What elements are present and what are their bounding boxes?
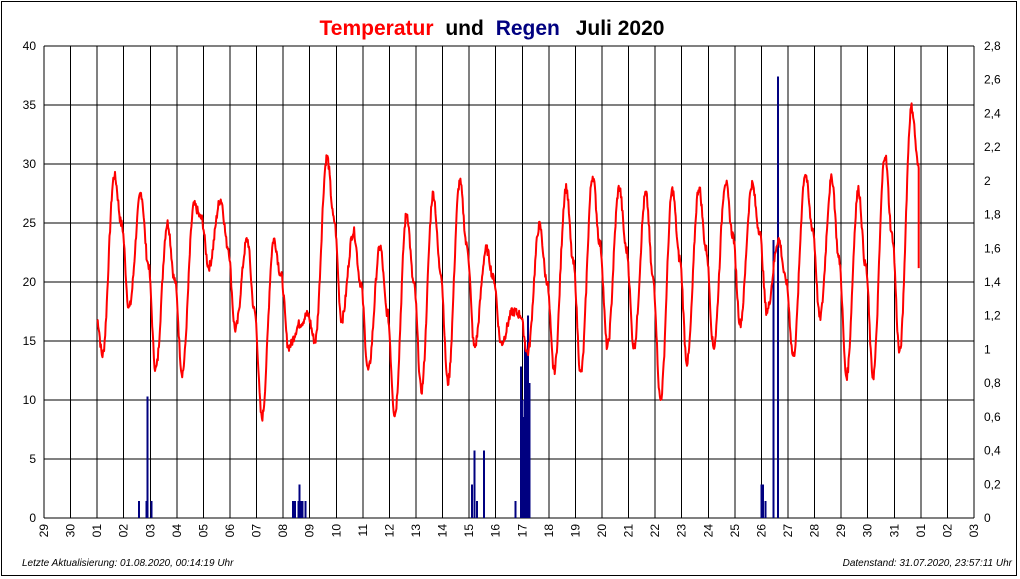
y-right-tick-label: 1,4 bbox=[984, 275, 1001, 289]
x-tick-label: 29 bbox=[834, 524, 848, 538]
title-month: Juli 2020 bbox=[576, 17, 665, 40]
x-tick-label: 27 bbox=[781, 524, 795, 538]
x-tick-label: 15 bbox=[462, 524, 476, 538]
y-right-tick-label: 1 bbox=[984, 342, 991, 356]
y-right-tick-label: 1,6 bbox=[984, 241, 1001, 255]
x-tick-label: 28 bbox=[808, 524, 822, 538]
x-tick-label: 04 bbox=[170, 524, 184, 538]
x-tick-label: 19 bbox=[568, 524, 582, 538]
x-tick-label: 31 bbox=[887, 524, 901, 538]
x-tick-label: 23 bbox=[675, 524, 689, 538]
x-tick-label: 02 bbox=[940, 524, 954, 538]
x-tick-label: 06 bbox=[223, 524, 237, 538]
x-tick-label: 13 bbox=[409, 524, 423, 538]
y-left-tick-label: 40 bbox=[23, 39, 37, 53]
y-left-tick-label: 25 bbox=[23, 216, 37, 230]
x-tick-label: 25 bbox=[728, 524, 742, 538]
y-right-tick-label: 1,8 bbox=[984, 208, 1001, 222]
axes: 29 30 01 02 03 04 05 06 07 08 09 10 11 12 13 14 15 16 17 18… bbox=[23, 39, 1001, 537]
x-tick-label: 10 bbox=[329, 524, 343, 538]
y-right-tick-label: 2 bbox=[984, 174, 991, 188]
x-tick-label: 02 bbox=[117, 524, 131, 538]
y-left-tick-label: 35 bbox=[23, 98, 37, 112]
x-tick-label: 08 bbox=[276, 524, 290, 538]
y-left-tick-label: 30 bbox=[23, 157, 37, 171]
x-tick-label: 21 bbox=[622, 524, 636, 538]
footer-data-status: Datenstand: 31.07.2020, 23:57:11 Uhr bbox=[842, 558, 1012, 569]
y-right-tick-label: 0,4 bbox=[984, 444, 1001, 458]
x-tick-label: 03 bbox=[143, 524, 157, 538]
grid-lines bbox=[43, 45, 975, 519]
y-left-tick-label: 5 bbox=[29, 452, 36, 466]
y-right-tick-label: 2,8 bbox=[984, 39, 1001, 53]
x-tick-label: 26 bbox=[754, 524, 768, 538]
x-tick-label: 20 bbox=[595, 524, 609, 538]
x-tick-label: 22 bbox=[648, 524, 662, 538]
x-tick-label: 16 bbox=[489, 524, 503, 538]
x-tick-label: 24 bbox=[701, 524, 715, 538]
y-left-tick-label: 10 bbox=[23, 393, 37, 407]
x-tick-label: 30 bbox=[861, 524, 875, 538]
x-tick-label: 30 bbox=[64, 524, 78, 538]
x-tick-label: 18 bbox=[542, 524, 556, 538]
y-right-tick-label: 0,8 bbox=[984, 376, 1001, 390]
x-tick-label: 12 bbox=[382, 524, 396, 538]
x-tick-label: 14 bbox=[436, 524, 450, 538]
y-right-tick-label: 0,6 bbox=[984, 410, 1001, 424]
y-right-tick-label: 2,6 bbox=[984, 73, 1001, 87]
y-left-tick-label: 0 bbox=[29, 511, 36, 525]
x-tick-label: 03 bbox=[967, 524, 981, 538]
y-right-tick-label: 1,2 bbox=[984, 309, 1001, 323]
x-tick-label: 01 bbox=[914, 524, 928, 538]
temperature-line bbox=[96, 102, 920, 422]
y-right-tick-label: 0,2 bbox=[984, 477, 1001, 491]
x-tick-label: 17 bbox=[515, 524, 529, 538]
y-right-tick-label: 2,2 bbox=[984, 140, 1001, 154]
x-tick-label: 29 bbox=[37, 524, 51, 538]
title-und: und bbox=[445, 17, 483, 40]
title-regen: Regen bbox=[496, 17, 560, 40]
y-left-tick-label: 15 bbox=[23, 334, 37, 348]
x-tick-label: 11 bbox=[356, 524, 370, 537]
y-right-tick-label: 2,4 bbox=[984, 106, 1001, 120]
x-tick-label: 01 bbox=[90, 524, 104, 538]
temperature-line-group bbox=[96, 102, 920, 422]
chart-title: Temperatur und Regen Juli 2020 bbox=[320, 17, 665, 40]
footer-last-update: Letzte Aktualisierung: 01.08.2020, 00:14… bbox=[22, 558, 234, 569]
title-temperatur: Temperatur bbox=[320, 17, 434, 40]
x-tick-label: 05 bbox=[196, 524, 210, 538]
x-tick-label: 09 bbox=[303, 524, 317, 538]
y-right-tick-label: 0 bbox=[984, 511, 991, 525]
y-left-tick-label: 20 bbox=[23, 275, 37, 289]
x-tick-label: 07 bbox=[250, 524, 264, 538]
